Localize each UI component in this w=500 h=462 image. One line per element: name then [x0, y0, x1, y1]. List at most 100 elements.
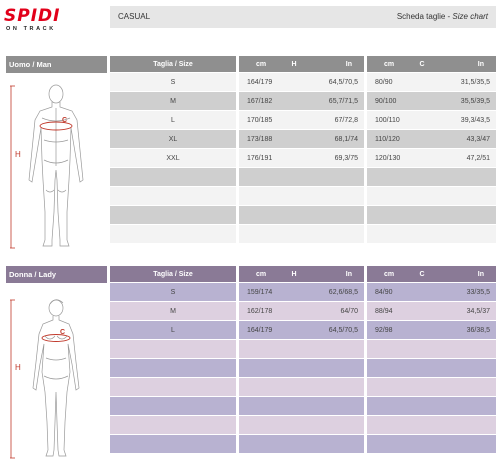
table-row: 176/191 69,3/75 — [239, 149, 364, 167]
table-row — [239, 168, 364, 186]
chest-in: 34,5/37 — [466, 307, 490, 315]
chest-cm: 110/120 — [375, 135, 400, 143]
chest-in: 33/35,5 — [466, 288, 490, 296]
header-bar: CASUAL Scheda taglie - Size chart — [110, 6, 496, 28]
table-row — [367, 435, 496, 453]
height-in: 67/72,8 — [334, 116, 358, 124]
height-marker: H — [15, 150, 21, 159]
chest-marker: C — [62, 117, 67, 124]
size-cell: XL — [110, 130, 236, 148]
height-in: 69,3/75 — [334, 154, 358, 162]
table-row: 110/120 43,3/47 — [367, 130, 496, 148]
size-cell — [110, 416, 236, 434]
height-in: 64,5/70,5 — [328, 78, 358, 86]
chest-cm: 90/100 — [375, 97, 397, 105]
size-column: Taglia / Size S M L XL XXL — [110, 56, 236, 243]
section-label: Uomo / Man — [6, 56, 107, 73]
table-row: 88/94 34,5/37 — [367, 302, 496, 320]
size-cell: L — [110, 111, 236, 129]
table-row — [239, 416, 364, 434]
height-in: 64,5/70,5 — [328, 326, 358, 334]
brand-logo[interactable]: SPIDI ON TRACK — [4, 4, 100, 36]
table-row: 167/182 65,7/71,5 — [239, 92, 364, 110]
height-column: cm H In 159/174 62,6/68,5 162/178 64/70 16… — [239, 266, 364, 453]
size-cell — [110, 187, 236, 205]
size-cell: L — [110, 321, 236, 339]
table-row: 92/98 36/38,5 — [367, 321, 496, 339]
header-cm: cm — [383, 60, 395, 68]
height-cm: 159/174 — [247, 288, 273, 296]
size-cell — [110, 378, 236, 396]
table-row — [239, 187, 364, 205]
height-header: cm H In — [239, 56, 364, 72]
size-cell — [110, 435, 236, 453]
header-in: In — [345, 60, 352, 68]
table-row — [367, 225, 496, 243]
size-cell — [110, 206, 236, 224]
table-row — [367, 397, 496, 415]
height-header: cm H In — [239, 266, 364, 282]
section-man: Uomo / Man H C Taglia / Size S M L XL XX… — [0, 56, 500, 252]
table-row — [239, 359, 364, 377]
chest-cm: 80/90 — [375, 78, 393, 86]
height-cm: 162/178 — [247, 307, 273, 315]
table-row: 173/188 68,1/74 — [239, 130, 364, 148]
chest-marker: C — [60, 329, 65, 336]
section-lady: Donna / Lady H C Taglia / Size S M L cm — [0, 266, 500, 462]
chest-column: cm C In 84/90 33/35,5 88/94 34,5/37 92/98 3… — [367, 266, 496, 453]
size-header: Taglia / Size — [110, 266, 236, 282]
height-cm: 173/188 — [247, 135, 273, 143]
chest-cm: 92/98 — [375, 326, 393, 334]
chest-in: 35,5/39,5 — [460, 97, 490, 105]
chest-header: cm C In — [367, 266, 496, 282]
table-row: 80/90 31,5/35,5 — [367, 73, 496, 91]
height-in: 65,7/71,5 — [328, 97, 358, 105]
table-row: 162/178 64/70 — [239, 302, 364, 320]
table-row — [367, 187, 496, 205]
table-row — [239, 206, 364, 224]
chest-cm: 120/130 — [375, 154, 401, 162]
size-cell: S — [110, 283, 236, 301]
height-in: 62,6/68,5 — [328, 288, 358, 296]
height-marker: H — [15, 363, 21, 372]
height-cm: 167/182 — [247, 97, 273, 105]
height-in: 68,1/74 — [334, 135, 358, 143]
height-cm: 164/179 — [247, 326, 273, 334]
size-cell: S — [110, 73, 236, 91]
size-column: Taglia / Size S M L — [110, 266, 236, 453]
header-h: H — [291, 270, 297, 278]
height-cm: 176/191 — [247, 154, 273, 162]
table-row: 164/179 64,5/70,5 — [239, 73, 364, 91]
table-row — [239, 378, 364, 396]
chest-in: 43,3/47 — [466, 135, 490, 143]
table-row: 164/179 64,5/70,5 — [239, 321, 364, 339]
header-c: C — [419, 60, 425, 68]
header-in: In — [477, 60, 484, 68]
table-row: 120/130 47,2/51 — [367, 149, 496, 167]
page-header: SPIDI ON TRACK CASUAL Scheda taglie - Si… — [0, 0, 500, 40]
size-cell: XXL — [110, 149, 236, 167]
table-row — [367, 340, 496, 358]
size-cell — [110, 340, 236, 358]
height-column: cm H In 164/179 64,5/70,5 167/182 65,7/71,… — [239, 56, 364, 243]
table-row — [239, 397, 364, 415]
size-cell — [110, 225, 236, 243]
table-row — [367, 168, 496, 186]
chest-in: 36/38,5 — [466, 326, 490, 334]
size-cell: M — [110, 302, 236, 320]
table-row: 170/185 67/72,8 — [239, 111, 364, 129]
height-in: 64/70 — [340, 307, 358, 315]
page-title-en: Size chart — [452, 12, 488, 21]
chest-cm: 88/94 — [375, 307, 393, 315]
page-title: Scheda taglie - Size chart — [396, 12, 488, 21]
header-in: In — [345, 270, 352, 278]
header-in: In — [477, 270, 484, 278]
chest-cm: 84/90 — [375, 288, 393, 296]
chest-in: 47,2/51 — [466, 154, 490, 162]
brand-tagline: ON TRACK — [6, 26, 56, 32]
table-row — [239, 340, 364, 358]
female-figure-icon: H C — [10, 299, 80, 459]
table-row: 100/110 39,3/43,5 — [367, 111, 496, 129]
height-cm: 170/185 — [247, 116, 273, 124]
height-cm: 164/179 — [247, 78, 273, 86]
